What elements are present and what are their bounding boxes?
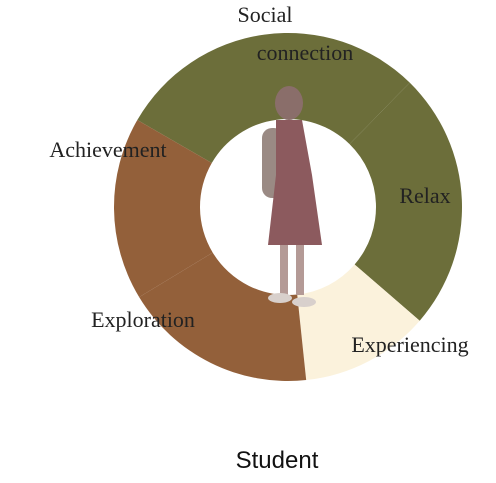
donut-segment [114, 120, 213, 298]
donut-segment [137, 33, 410, 163]
segment-label: Social connection [238, 2, 354, 65]
chart-title: Student [236, 447, 319, 474]
donut-segment [297, 264, 420, 381]
segment-label: Experiencing [351, 332, 468, 357]
donut [114, 33, 462, 381]
segment-label: Relax [399, 183, 450, 208]
segment-label: Exploration [91, 307, 195, 332]
donut-segment [139, 252, 307, 381]
donut-segment [349, 82, 462, 321]
segment-label: Achievement [49, 137, 166, 162]
student-photo [262, 86, 322, 307]
